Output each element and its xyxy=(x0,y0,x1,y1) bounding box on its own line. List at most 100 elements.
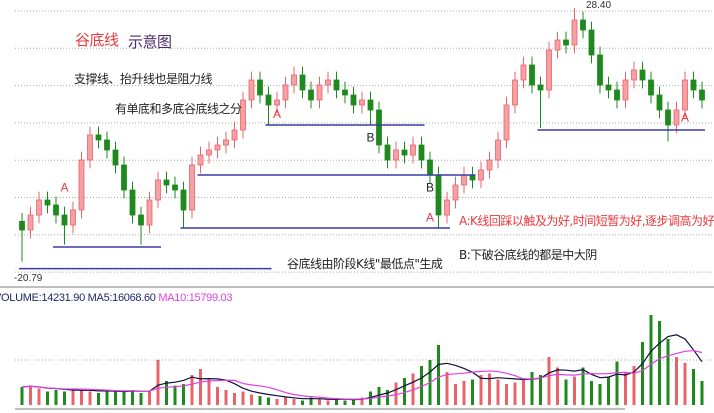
volume-bar xyxy=(156,360,160,405)
candle-body xyxy=(350,94,357,106)
volume-bar xyxy=(250,394,253,405)
candle-body xyxy=(461,174,467,186)
candle-body xyxy=(172,184,178,191)
volume-bar xyxy=(284,397,287,405)
candle-body xyxy=(614,89,620,101)
volume-bar xyxy=(377,387,381,405)
candle-body xyxy=(478,169,484,181)
volume-bar xyxy=(666,339,670,405)
volume-bar xyxy=(488,373,491,405)
volume-bar xyxy=(403,378,406,405)
candle-body xyxy=(291,74,297,86)
candle-body xyxy=(206,149,212,156)
volume-bar xyxy=(420,366,423,405)
candle-body xyxy=(563,39,569,46)
candle-body xyxy=(19,220,25,231)
candle-body xyxy=(665,109,671,126)
volume-bar xyxy=(445,372,449,405)
candle-body xyxy=(367,99,374,111)
candle-body xyxy=(325,79,331,86)
candle-body xyxy=(427,159,433,176)
candle-body xyxy=(537,84,544,91)
volume-bar xyxy=(454,384,457,405)
candle-body xyxy=(588,29,595,56)
candle-body xyxy=(622,79,629,101)
candle-body xyxy=(104,139,110,151)
candle-body xyxy=(512,79,518,106)
volume-bar xyxy=(556,367,559,405)
volume-bar xyxy=(292,399,296,405)
candle-body xyxy=(36,199,42,216)
note-support-resistance: 支撑线、抬升线也是阻力线 xyxy=(74,72,213,86)
volume-bar xyxy=(182,384,185,405)
volume-bar xyxy=(190,375,194,405)
volume-bar xyxy=(573,376,576,405)
candle-body xyxy=(546,49,552,91)
volume-bar xyxy=(335,399,338,405)
candle-body xyxy=(495,139,501,161)
volume-bar xyxy=(590,381,593,405)
volume-bar xyxy=(437,345,440,405)
candle-body xyxy=(231,129,238,141)
volume-bar xyxy=(71,388,75,405)
volume-bar xyxy=(224,390,228,405)
candle-body xyxy=(410,144,416,156)
note-lowest-point: 谷底线由阶段K线"最低点"生成 xyxy=(287,257,443,271)
volume-bar xyxy=(564,379,568,405)
note-b: B:下破谷底线的都是中大阴 xyxy=(459,248,597,262)
volume-bar xyxy=(522,378,525,405)
candle-body xyxy=(240,99,246,131)
volume-bar xyxy=(29,385,32,405)
candle-body xyxy=(87,134,93,161)
candle-body xyxy=(274,99,280,106)
candle-body xyxy=(682,79,688,111)
candle-body xyxy=(282,84,289,101)
ma10-line xyxy=(21,349,703,400)
volume-bar xyxy=(216,387,219,405)
volume-bar xyxy=(37,388,41,405)
candle-body xyxy=(189,164,195,211)
candle-body xyxy=(53,204,59,216)
candle-body xyxy=(44,199,51,206)
volume-bar xyxy=(530,372,534,405)
candle-body xyxy=(112,149,119,166)
chart-title: 谷底线 xyxy=(75,31,119,49)
candle-body xyxy=(78,159,85,211)
volume-bar xyxy=(505,384,508,405)
candle-body xyxy=(452,184,459,201)
volume-bar xyxy=(131,390,134,405)
candle-body xyxy=(605,84,612,91)
candle-body xyxy=(257,79,263,96)
note-single-multi-bottom: 有单底和多底谷底线之分 xyxy=(115,102,242,116)
volume-bar xyxy=(683,363,687,405)
candle-body xyxy=(214,144,221,151)
volume-bar xyxy=(139,393,143,405)
volume-bar xyxy=(649,315,653,405)
candle-body xyxy=(418,144,425,161)
volume-bar xyxy=(700,381,704,405)
volume-bar xyxy=(267,397,270,405)
candle-body xyxy=(27,214,34,231)
annotation-label: A xyxy=(61,180,69,194)
annotation-label: A xyxy=(681,110,689,124)
volume-bar xyxy=(241,391,245,405)
volume-bar xyxy=(207,379,211,405)
volume-bar xyxy=(471,379,474,405)
volume-bar xyxy=(88,391,92,405)
volume-bar xyxy=(352,399,355,405)
volume-bar xyxy=(386,390,389,405)
candle-body xyxy=(571,19,578,46)
volume-bar xyxy=(496,379,500,405)
candle-body xyxy=(435,174,442,216)
volume-bar xyxy=(581,367,585,405)
candle-body xyxy=(631,69,637,81)
volume-bar xyxy=(122,391,126,405)
candle-body xyxy=(503,104,510,141)
candle-body xyxy=(138,214,144,226)
volume-bar xyxy=(63,391,66,405)
volume-bar xyxy=(148,391,151,405)
volume-bar xyxy=(632,366,636,405)
candle-body xyxy=(648,79,654,96)
volume-bar xyxy=(658,321,661,405)
